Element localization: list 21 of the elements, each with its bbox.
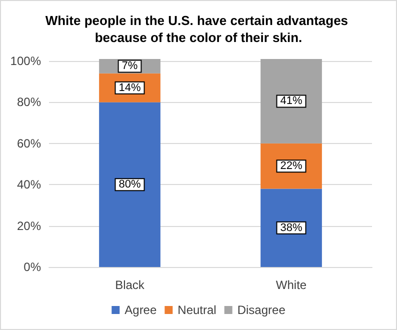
data-label: 22%: [280, 160, 302, 172]
data-label: 14%: [118, 82, 141, 94]
data-label: 38%: [280, 222, 302, 234]
data-label: 7%: [122, 60, 138, 72]
x-tick-label: White: [276, 278, 307, 292]
bar: [260, 59, 322, 144]
legend-label: Disagree: [237, 303, 286, 317]
bar: [99, 102, 160, 267]
x-tick-label: Black: [115, 278, 146, 292]
y-tick-label: 60%: [16, 136, 42, 150]
y-tick-label: 100%: [10, 54, 42, 68]
y-tick-label: 40%: [16, 178, 42, 192]
data-label: 41%: [280, 95, 302, 108]
legend-label: Agree: [124, 303, 157, 317]
y-tick-label: 80%: [16, 95, 42, 110]
y-tick-label: 0%: [24, 260, 42, 274]
data-label: 80%: [118, 178, 141, 191]
chart-title: White people in the U.S. have certain advantages because of the color of their skin.: [45, 13, 352, 45]
bar: [260, 188, 322, 267]
legend-label: Neutral: [178, 303, 216, 317]
y-tick-label: 20%: [16, 218, 42, 233]
